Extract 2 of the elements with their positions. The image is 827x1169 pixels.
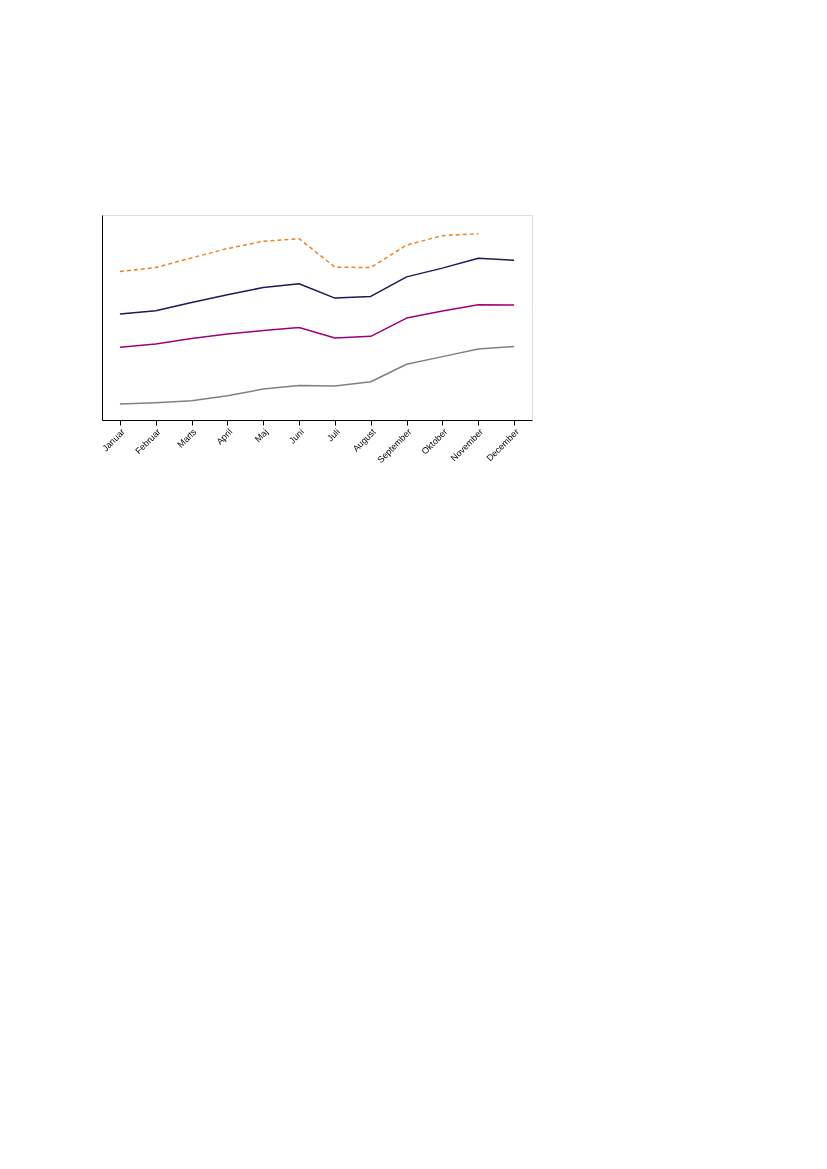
x-tick-label: Juli [325,426,342,444]
x-tick-label: Maj [252,426,271,445]
